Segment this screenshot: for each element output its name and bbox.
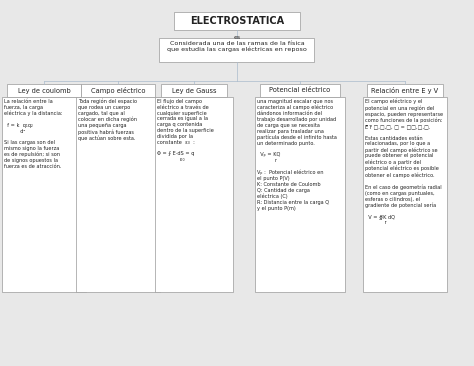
Text: Considerada una de las ramas de la física
que estudia las cargas eléctricas en r: Considerada una de las ramas de la físic… <box>167 41 307 52</box>
Text: es: es <box>233 35 241 40</box>
Text: La relación entre la
fuerza, la carga
eléctrica y la distancia:

  f = k  q₁q₂
 : La relación entre la fuerza, la carga el… <box>4 99 63 169</box>
FancyBboxPatch shape <box>7 84 81 97</box>
Text: una magnitud escalar que nos
caracteriza al campo eléctrico
dándonos información: una magnitud escalar que nos caracteriza… <box>257 99 337 211</box>
Text: El campo eléctrico y el
potencial en una región del
espacio, pueden representars: El campo eléctrico y el potencial en una… <box>365 99 443 225</box>
Text: Relación entre E y V: Relación entre E y V <box>372 87 438 94</box>
Text: Ley de coulomb: Ley de coulomb <box>18 87 70 93</box>
FancyBboxPatch shape <box>155 97 233 292</box>
FancyBboxPatch shape <box>367 84 443 97</box>
Text: ELECTROSTATICA: ELECTROSTATICA <box>190 16 284 26</box>
Text: Ley de Gauss: Ley de Gauss <box>172 87 216 93</box>
Text: Campo eléctrico: Campo eléctrico <box>91 87 145 94</box>
FancyBboxPatch shape <box>363 97 447 292</box>
FancyBboxPatch shape <box>81 84 155 97</box>
Text: El flujo del campo
eléctrico a través de
cualquier superficie
cerrada es igual a: El flujo del campo eléctrico a través de… <box>157 99 214 162</box>
FancyBboxPatch shape <box>174 12 300 30</box>
Text: Toda región del espacio
que rodea un cuerpo
cargado, tal que al
colocar en dicha: Toda región del espacio que rodea un cue… <box>78 99 137 141</box>
FancyBboxPatch shape <box>255 97 345 292</box>
FancyBboxPatch shape <box>260 84 340 97</box>
FancyBboxPatch shape <box>159 38 315 62</box>
FancyBboxPatch shape <box>161 84 227 97</box>
FancyBboxPatch shape <box>76 97 160 292</box>
FancyBboxPatch shape <box>2 97 86 292</box>
Text: Potencial eléctrico: Potencial eléctrico <box>269 87 331 93</box>
